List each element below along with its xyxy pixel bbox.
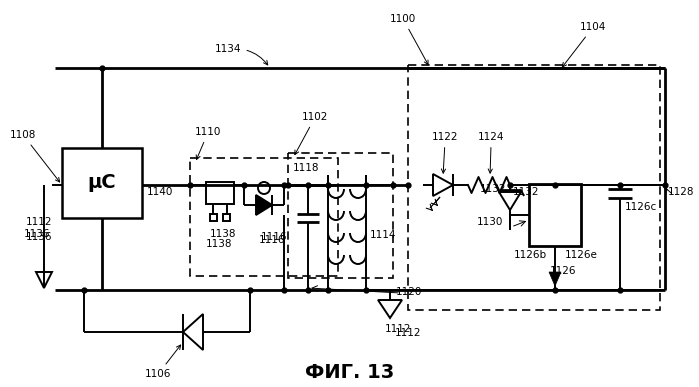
Polygon shape — [183, 314, 203, 350]
Text: 1136: 1136 — [24, 229, 50, 239]
Text: ФИГ. 13: ФИГ. 13 — [305, 363, 394, 382]
Text: 1104: 1104 — [563, 22, 606, 67]
Bar — [206, 182, 234, 204]
Text: 1122: 1122 — [432, 132, 459, 173]
Bar — [190, 158, 338, 276]
Text: 1128: 1128 — [668, 187, 695, 197]
Text: 1130: 1130 — [477, 217, 503, 227]
Polygon shape — [549, 272, 561, 286]
Polygon shape — [36, 272, 52, 288]
Bar — [62, 148, 142, 218]
Text: 1126c: 1126c — [625, 202, 657, 212]
Text: 1112: 1112 — [385, 324, 412, 334]
Text: 1126e: 1126e — [565, 250, 598, 260]
Text: μC: μC — [87, 173, 116, 192]
Text: 1120: 1120 — [396, 287, 422, 297]
Text: 1112: 1112 — [395, 328, 421, 338]
Text: 1116: 1116 — [259, 235, 285, 245]
Bar — [408, 65, 660, 310]
Bar — [288, 153, 393, 278]
Bar — [210, 214, 217, 221]
Text: 1106: 1106 — [145, 345, 180, 379]
Text: 1112: 1112 — [26, 217, 52, 227]
Polygon shape — [378, 300, 402, 318]
Text: 1118: 1118 — [293, 163, 319, 173]
Text: 1136: 1136 — [26, 232, 52, 242]
Bar — [529, 184, 581, 246]
Text: 1100: 1100 — [390, 14, 428, 65]
Text: 1114: 1114 — [370, 230, 396, 240]
Text: 1102: 1102 — [295, 112, 329, 154]
Text: 1124: 1124 — [478, 132, 505, 173]
Text: 1134: 1134 — [215, 44, 268, 65]
Text: 1116: 1116 — [261, 232, 287, 242]
Text: 1140: 1140 — [147, 187, 173, 197]
Text: 1126: 1126 — [550, 266, 577, 276]
Polygon shape — [256, 195, 272, 215]
Text: 1110: 1110 — [195, 127, 222, 159]
Polygon shape — [499, 192, 521, 210]
Text: 1132: 1132 — [513, 187, 540, 197]
Text: 1138: 1138 — [210, 229, 236, 239]
Text: 1108: 1108 — [10, 130, 59, 182]
Polygon shape — [433, 174, 453, 196]
Text: 1126b: 1126b — [514, 250, 547, 260]
Text: 1132: 1132 — [480, 184, 507, 194]
Text: 1138: 1138 — [206, 239, 233, 249]
Bar — [223, 214, 230, 221]
Circle shape — [258, 182, 270, 194]
